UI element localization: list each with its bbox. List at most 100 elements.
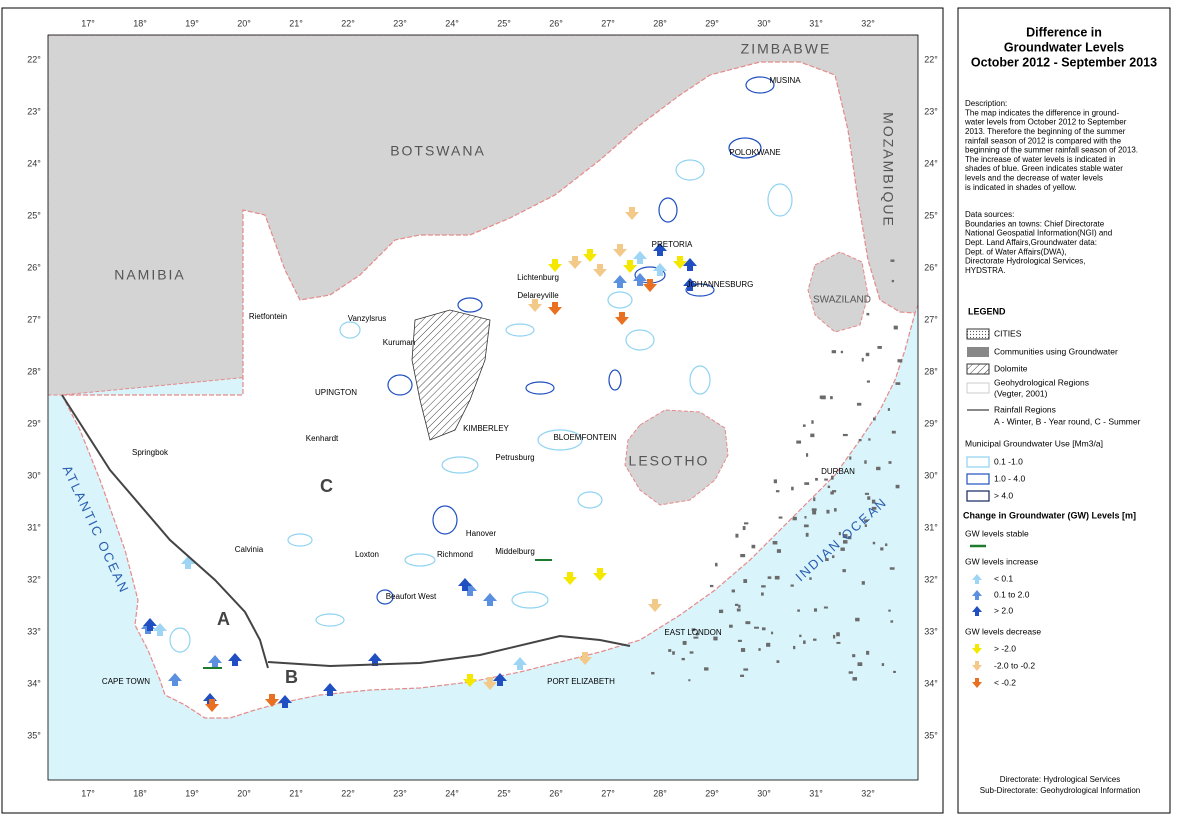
groundwater-community xyxy=(790,584,794,587)
groundwater-community xyxy=(743,522,749,525)
groundwater-community xyxy=(776,549,781,553)
place-label: Lichtenburg xyxy=(517,273,559,282)
groundwater-community xyxy=(805,453,809,457)
gw-arrow xyxy=(578,652,592,665)
groundwater-community xyxy=(738,604,741,608)
places: MUSINA POLOKWANE PRETORIA JOHANNESBURG Licht… xyxy=(102,76,855,686)
place-label: MUSINA xyxy=(769,76,801,85)
legend-arrow xyxy=(972,661,982,671)
longitude-label: 22° xyxy=(341,18,355,28)
latitude-label: 35° xyxy=(27,730,41,740)
groundwater-community xyxy=(847,536,852,540)
source-line: Dept. Land Affairs,Groundwater data: xyxy=(965,238,1097,247)
municipal-use xyxy=(525,381,555,395)
legend-arrow xyxy=(972,590,982,600)
groundwater-community xyxy=(766,642,771,647)
legend-label: < 0.1 xyxy=(994,573,1013,583)
country-label: ZIMBABWE xyxy=(741,41,832,57)
place-label: Petrusburg xyxy=(495,453,534,462)
description-line: is indicated in shades of yellow. xyxy=(965,183,1077,192)
groundwater-community xyxy=(713,636,718,641)
municipal-use xyxy=(387,374,413,396)
groundwater-community xyxy=(815,477,818,481)
gw-arrow xyxy=(168,673,182,686)
region-label: B xyxy=(285,667,298,687)
groundwater-community xyxy=(799,634,802,638)
gw-arrow xyxy=(463,674,477,687)
groundwater-community xyxy=(877,345,882,349)
place-label: Delareyville xyxy=(517,291,559,300)
groundwater-community xyxy=(731,589,736,593)
legend-arrow xyxy=(972,606,982,616)
place-label: Kuruman xyxy=(383,338,415,347)
groundwater-community xyxy=(831,475,834,480)
groundwater-community xyxy=(672,651,675,655)
latitude-label: 28° xyxy=(27,366,41,376)
gw-arrow xyxy=(205,699,219,712)
legend-heading: GW levels decrease xyxy=(965,626,1041,636)
municipal-use xyxy=(287,533,313,547)
gw-arrow xyxy=(458,578,472,591)
groundwater-community xyxy=(893,670,896,673)
groundwater-community xyxy=(836,641,841,644)
gw-arrow xyxy=(528,299,542,312)
description-line: levels and the decrease of water levels xyxy=(965,174,1103,183)
latitude-label: 23° xyxy=(924,106,938,116)
longitude-label: 26° xyxy=(549,788,563,798)
gw-arrow xyxy=(548,259,562,272)
groundwater-community xyxy=(772,541,778,545)
latitude-label: 24° xyxy=(924,158,938,168)
country-label: NAMIBIA xyxy=(114,267,186,283)
place-label: Loxton xyxy=(355,550,379,559)
groundwater-community xyxy=(831,490,837,493)
groundwater-community xyxy=(856,402,862,406)
groundwater-community xyxy=(767,576,772,579)
municipal-use xyxy=(675,159,705,181)
map-body: A B C ZIMBABWE BOTSWANA NAMIBIA MOZAMBIQ… xyxy=(48,35,918,780)
groundwater-community xyxy=(848,671,853,674)
municipal-use xyxy=(689,365,711,395)
gw-arrow xyxy=(593,568,607,581)
longitude-label: 29° xyxy=(705,788,719,798)
description-line: The map indicates the difference in grou… xyxy=(965,108,1120,117)
gw-arrow xyxy=(653,243,667,256)
municipal-use xyxy=(685,283,715,297)
gw-arrow xyxy=(623,260,637,273)
municipal-use xyxy=(577,491,603,509)
groundwater-community xyxy=(866,312,870,316)
groundwater-community xyxy=(813,608,818,612)
gw-arrow xyxy=(181,556,195,569)
longitude-label: 20° xyxy=(237,788,251,798)
longitude-label: 19° xyxy=(185,18,199,28)
groundwater-community xyxy=(826,509,830,514)
longitude-label: 18° xyxy=(133,788,147,798)
groundwater-community xyxy=(742,526,746,531)
groundwater-community xyxy=(871,506,877,510)
map-border xyxy=(47,34,919,781)
groundwater-community xyxy=(868,438,871,441)
legend-label: 0.1 -1.0 xyxy=(994,456,1023,466)
groundwater-community xyxy=(857,662,863,667)
groundwater-community xyxy=(893,325,898,330)
longitude-label: 30° xyxy=(757,18,771,28)
groundwater-community xyxy=(761,585,766,588)
groundwater-community xyxy=(740,674,745,677)
groundwater-community xyxy=(891,430,896,434)
panel-title: Difference in xyxy=(1026,25,1102,39)
groundwater-community xyxy=(792,516,797,521)
place-label: KIMBERLEY xyxy=(463,424,509,433)
municipal-use xyxy=(745,76,775,94)
longitude-label: 24° xyxy=(445,18,459,28)
groundwater-community xyxy=(812,510,817,515)
gw-arrow xyxy=(653,263,667,276)
latitude-label: 29° xyxy=(924,418,938,428)
description-line: water levels from October 2012 to Septem… xyxy=(964,118,1127,127)
longitude-label: 31° xyxy=(809,788,823,798)
groundwater-community xyxy=(810,433,815,438)
groundwater-community xyxy=(693,636,699,639)
latitude-label: 22° xyxy=(27,54,41,64)
groundwater-community xyxy=(867,496,871,500)
source-line: Dept. of Water Affairs(DWA), xyxy=(965,247,1067,256)
groundwater-community xyxy=(668,649,672,652)
